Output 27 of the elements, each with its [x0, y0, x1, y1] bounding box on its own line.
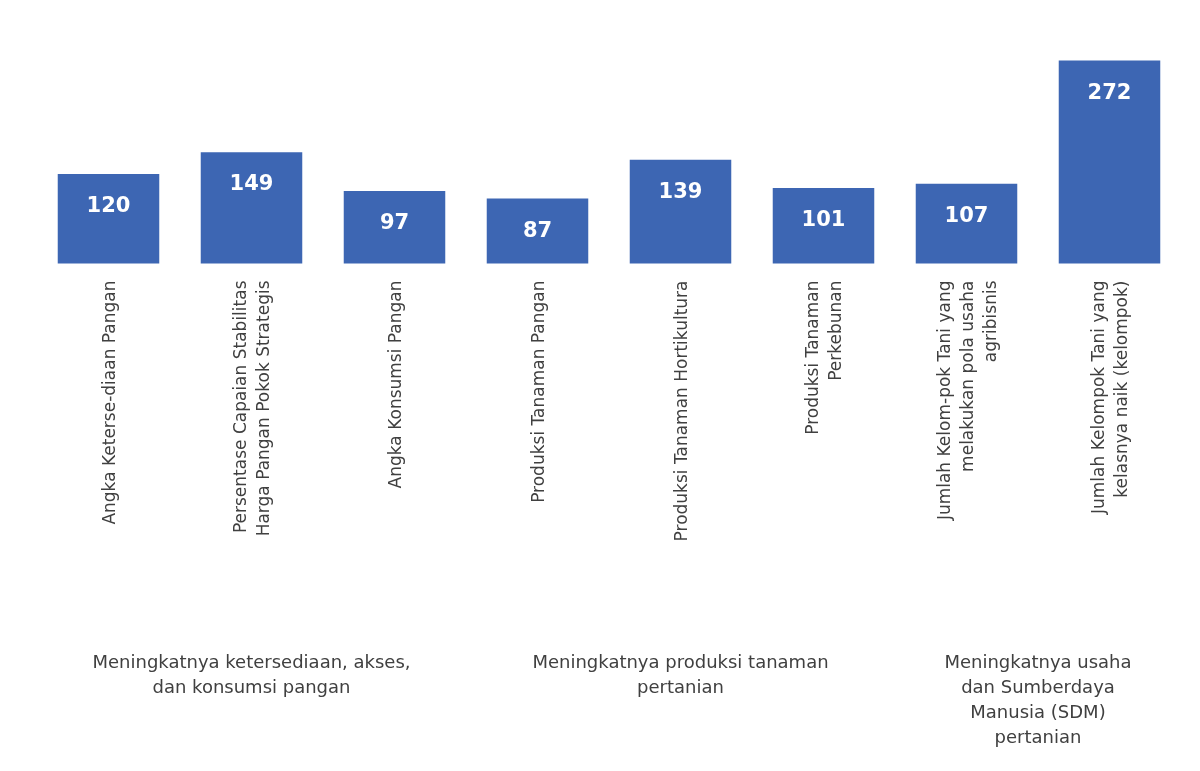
- bar: [57, 173, 160, 264]
- data-label: 120: [86, 192, 131, 217]
- bar: [629, 159, 732, 264]
- data-label: 107: [944, 202, 989, 227]
- text: Meningkatnya usaha dan Sumberdaya Manusia (SDM) pertanian: [944, 650, 1132, 748]
- text: Meningkatnya ketersediaan, akses, dan konsumsi pangan: [92, 650, 411, 697]
- x-tick-label: Jumlah Kelompok Tani yang kelasnya naik (kelompok): [1088, 280, 1131, 515]
- x-tick-label: Produksi Tanaman Perkebunan: [802, 280, 845, 435]
- x-tick-label: Angka Keterse-diaan Pangan: [98, 280, 119, 525]
- data-label: 87: [522, 217, 553, 242]
- x-tick-label: Persentase Capaian Stabilitas Harga Pangan Pokok Strategis: [230, 280, 273, 537]
- x-tick-label: Jumlah Kelom-pok Tani yang melakukan pola usaha agribisnis: [933, 280, 1000, 522]
- data-label: 139: [658, 178, 703, 203]
- bar: [915, 183, 1018, 264]
- bar: [1058, 60, 1161, 264]
- data-label: 101: [801, 207, 846, 232]
- bar: [772, 188, 875, 264]
- x-tick-label: Produksi Tanaman Pangan: [527, 280, 548, 503]
- bar: [486, 198, 589, 264]
- text: Meningkatnya produksi tanaman pertanian: [532, 650, 829, 697]
- bar: [200, 152, 303, 264]
- bar: [343, 191, 446, 264]
- x-tick-label: Produksi Tanaman Hortikultura: [670, 280, 691, 542]
- x-tick-label: Angka Konsumsi Pangan: [384, 280, 405, 489]
- data-label: 149: [229, 171, 274, 196]
- data-label: 272: [1087, 79, 1132, 104]
- data-label: 97: [379, 210, 410, 235]
